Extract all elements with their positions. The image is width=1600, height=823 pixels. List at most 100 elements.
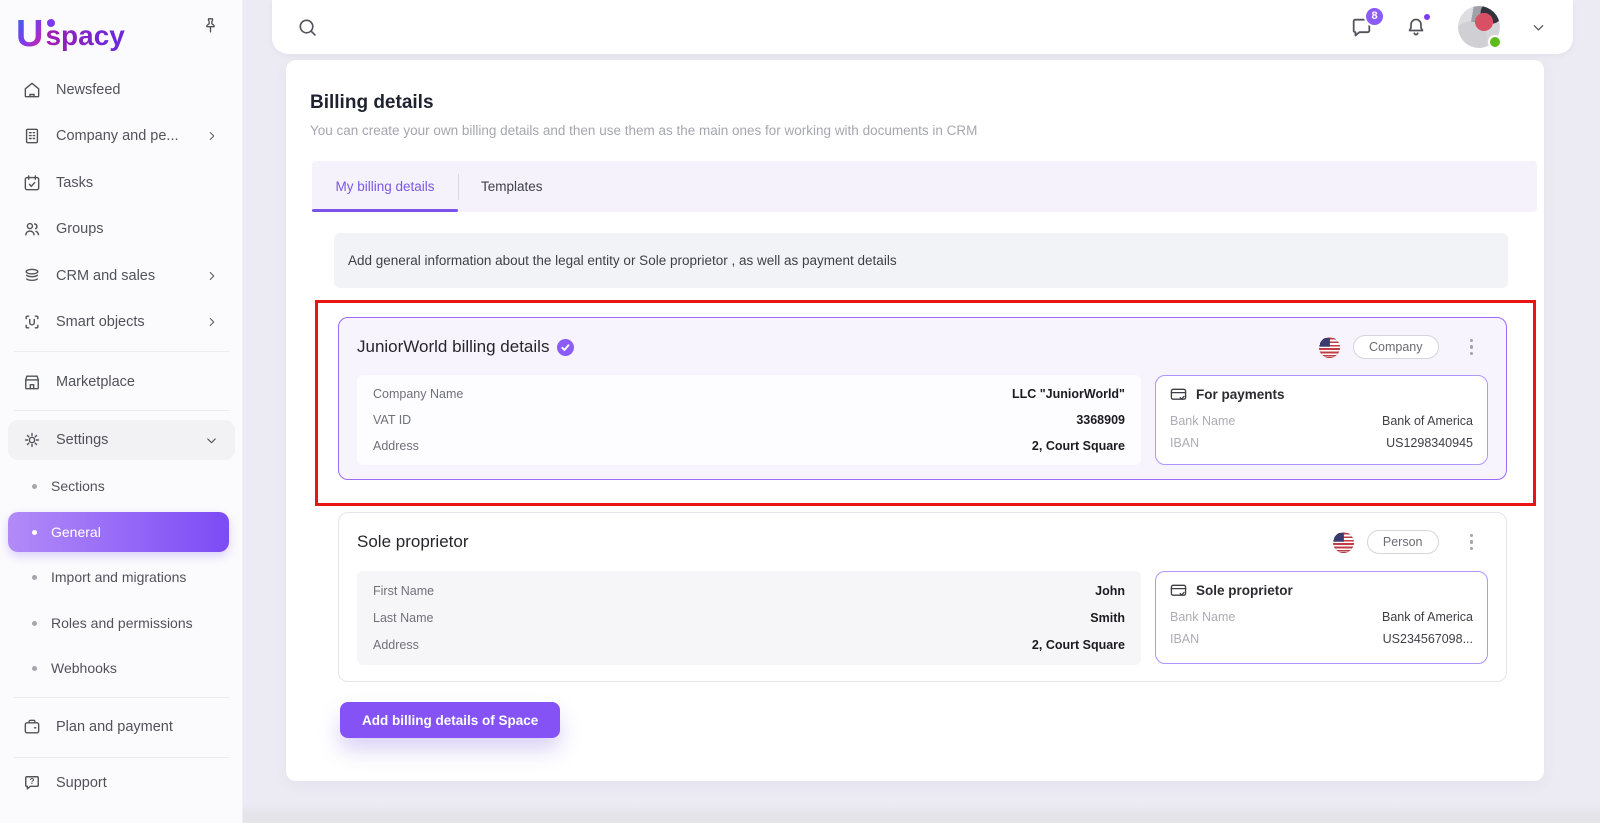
people-icon — [22, 219, 42, 239]
info-banner-text: Add general information about the legal … — [348, 253, 897, 268]
us-flag-icon — [1319, 336, 1340, 358]
svg-text:?: ? — [30, 777, 35, 786]
field-label: IBAN — [1170, 436, 1200, 450]
home-icon — [22, 80, 42, 100]
sidebar-item-label: Plan and payment — [56, 719, 173, 735]
add-billing-details-button[interactable]: Add billing details of Space — [340, 702, 561, 738]
payment-row: IBAN US234567098... — [1170, 628, 1473, 650]
sidebar-item-smart-objects[interactable]: Smart objects — [8, 300, 235, 344]
notifications-button[interactable] — [1404, 12, 1432, 39]
bullet-icon — [32, 665, 37, 671]
sidebar-item-label: Support — [56, 775, 107, 791]
payment-row: Bank Name Bank of America — [1170, 606, 1473, 628]
uspacy-logo[interactable]: U spacy — [16, 10, 125, 54]
billing-card-juniorworld: JuniorWorld billing details Company Comp… — [338, 317, 1507, 480]
chevron-right-icon — [205, 129, 219, 143]
chevron-down-icon — [204, 433, 219, 448]
verified-check-icon — [557, 338, 575, 356]
field-label: IBAN — [1170, 632, 1200, 646]
detail-row: VAT ID 3368909 — [373, 413, 1125, 427]
field-label: Address — [373, 638, 419, 653]
sidebar-item-label: CRM and sales — [56, 268, 156, 284]
detail-row: First Name John — [373, 584, 1125, 598]
user-avatar[interactable] — [1458, 6, 1502, 49]
sidebar-subitem-sections[interactable]: Sections — [8, 464, 235, 508]
credit-card-icon — [1170, 582, 1187, 599]
sidebar-subitem-webhooks[interactable]: Webhooks — [8, 646, 235, 690]
chevron-right-icon — [205, 315, 219, 329]
sidebar-item-crm-and-sales[interactable]: CRM and sales — [8, 254, 235, 298]
tab-label: My billing details — [335, 179, 435, 194]
sidebar-item-marketplace[interactable]: Marketplace — [8, 360, 235, 404]
sidebar-item-company-and-people[interactable]: Company and pe... — [8, 114, 235, 158]
logo-dot — [47, 19, 55, 27]
entity-details-box: First Name John Last Name Smith Address … — [357, 571, 1141, 665]
payment-row: Bank Name Bank of America — [1170, 410, 1473, 432]
pin-icon[interactable] — [201, 16, 220, 35]
sidebar-divider — [14, 351, 229, 352]
tab-label: Templates — [481, 179, 543, 194]
tab-templates[interactable]: Templates — [459, 161, 565, 212]
payments-title: Sole proprietor — [1196, 583, 1293, 598]
entity-type-badge: Company — [1353, 335, 1439, 359]
window-bottom-edge — [0, 803, 1600, 823]
entity-type-badge: Person — [1366, 530, 1439, 554]
scan-u-icon — [22, 312, 42, 332]
field-value: Bank of America — [1381, 610, 1473, 624]
logo-u-glyph: U — [16, 13, 43, 55]
kebab-menu-icon[interactable] — [1467, 531, 1477, 554]
field-value: US1298340945 — [1386, 436, 1473, 450]
sidebar-subitem-label: Roles and permissions — [51, 615, 193, 631]
sidebar-item-plan-and-payment[interactable]: Plan and payment — [8, 705, 235, 749]
billing-card-sole-proprietor: Sole proprietor Person First Name John L… — [338, 512, 1507, 682]
stack-icon — [22, 266, 42, 286]
detail-row: Company Name LLC "JuniorWorld" — [373, 387, 1125, 401]
bullet-icon — [32, 574, 37, 580]
sidebar-subitem-roles-and-permissions[interactable]: Roles and permissions — [8, 601, 235, 645]
sidebar-item-support[interactable]: ? Support — [8, 761, 235, 805]
page-title: Billing details — [310, 92, 434, 113]
store-icon — [22, 372, 42, 392]
help-bubble-icon: ? — [22, 773, 42, 793]
sidebar-subitem-import-and-migrations[interactable]: Import and migrations — [8, 555, 235, 599]
tab-my-billing-details[interactable]: My billing details — [312, 161, 458, 212]
sidebar-divider — [14, 410, 229, 411]
chat-button[interactable]: 8 — [1349, 5, 1385, 40]
search-input[interactable] — [296, 16, 319, 39]
bell-icon — [1404, 15, 1428, 39]
bullet-icon — [32, 529, 37, 535]
detail-row: Address 2, Court Square — [373, 439, 1125, 453]
kebab-menu-icon[interactable] — [1467, 336, 1477, 359]
topbar: 8 — [272, 0, 1573, 54]
active-tab-underline — [312, 208, 458, 212]
profile-chevron-down-icon[interactable] — [1530, 19, 1547, 36]
sidebar-item-label: Groups — [56, 221, 104, 237]
field-label: Bank Name — [1170, 414, 1236, 428]
sidebar-item-groups[interactable]: Groups — [8, 207, 235, 251]
detail-row: Address 2, Court Square — [373, 638, 1125, 652]
sidebar-divider — [14, 697, 229, 698]
sidebar-item-tasks[interactable]: Tasks — [8, 161, 235, 205]
field-label: Company Name — [373, 387, 464, 401]
field-value: LLC "JuniorWorld" — [1011, 387, 1125, 401]
payments-box: For payments Bank Name Bank of America I… — [1155, 375, 1488, 465]
field-value: Smith — [1090, 610, 1125, 625]
sidebar-subitem-general[interactable]: General — [8, 512, 229, 552]
entity-details-box: Company Name LLC "JuniorWorld" VAT ID 33… — [357, 375, 1141, 465]
calendar-check-icon — [22, 173, 42, 193]
payment-row: IBAN US1298340945 — [1170, 432, 1473, 454]
gear-icon — [22, 430, 42, 450]
bullet-icon — [32, 620, 37, 626]
wallet-icon — [22, 717, 42, 737]
sidebar-item-settings[interactable]: Settings — [8, 420, 235, 460]
field-label: First Name — [373, 583, 435, 598]
field-label: Last Name — [373, 610, 434, 625]
sidebar-item-newsfeed[interactable]: Newsfeed — [8, 68, 235, 112]
chevron-right-icon — [205, 269, 219, 283]
tab-strip: My billing details Templates — [312, 161, 1537, 212]
field-value: 3368909 — [1076, 413, 1125, 427]
sidebar: U spacy Newsfeed Company and pe... Tasks… — [0, 0, 243, 823]
sidebar-divider — [14, 757, 229, 758]
bullet-icon — [32, 483, 37, 489]
sidebar-subitem-label: Import and migrations — [51, 569, 187, 585]
